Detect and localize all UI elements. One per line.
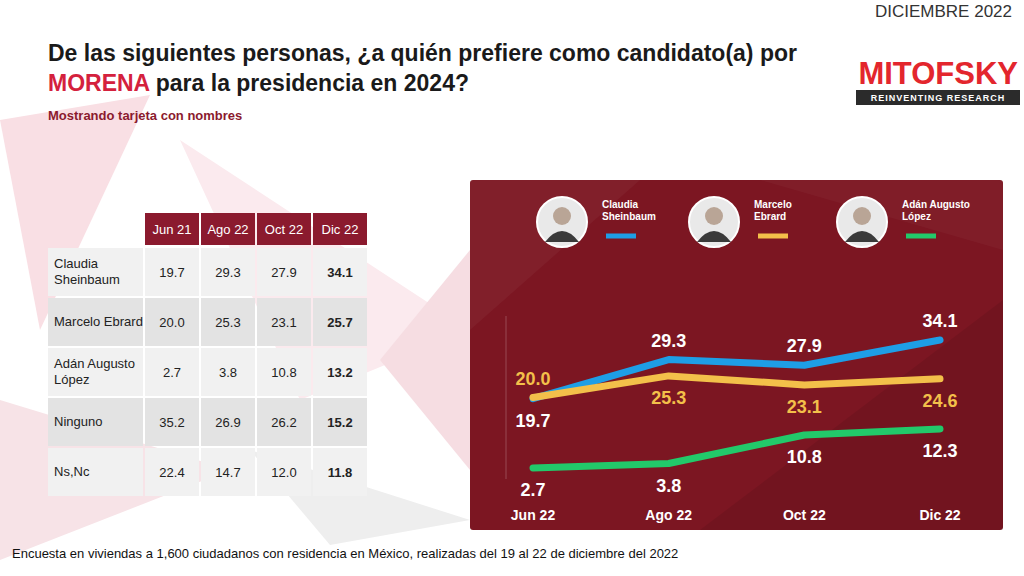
table-cell: 25.3: [201, 298, 255, 346]
table-cell: 14.7: [201, 448, 255, 496]
bg-shape: [380, 250, 470, 470]
legend-photo-head: [705, 207, 723, 225]
table-cell: 13.2: [313, 348, 367, 396]
table-cell: 11.8: [313, 448, 367, 496]
legend-photo: [837, 197, 887, 247]
legend-photo-head: [853, 207, 871, 225]
logo-tagline: REINVENTING RESEARCH: [871, 93, 1006, 103]
legend-label: ClaudiaSheinbaum: [602, 199, 656, 222]
legend-photo-body: [845, 231, 879, 242]
legend-item: ClaudiaSheinbaum: [537, 197, 656, 247]
table-cell: 27.9: [257, 248, 311, 296]
lines: [533, 340, 940, 468]
data-label: 19.7: [515, 411, 550, 431]
legend-photo-body: [545, 231, 579, 242]
legend-swatch: [606, 234, 636, 239]
legend-label: Adán AugustoLópez: [902, 199, 970, 222]
data-label: 3.8: [656, 476, 681, 496]
data-label: 23.1: [787, 397, 822, 417]
legend-label-line: Adán Augusto: [902, 199, 970, 210]
title-part: De las siguientes personas, ¿a quién pre…: [48, 40, 797, 66]
legend-swatch: [758, 234, 788, 239]
table-cell: 26.2: [257, 398, 311, 446]
table-cell: 19.7: [145, 248, 199, 296]
table-header: Jun 21: [145, 213, 199, 245]
x-tick-label: Ago 22: [645, 507, 692, 523]
table-row-label: Ns,Nc: [48, 448, 143, 496]
table-cell: 26.9: [201, 398, 255, 446]
legend-label-line: Ebrard: [754, 211, 786, 222]
bg-shape: [0, 95, 150, 330]
data-label: 27.9: [787, 336, 822, 356]
series-line: [533, 340, 940, 399]
bg-stripe: [470, 180, 640, 330]
x-tick-label: Jun 22: [511, 507, 556, 523]
x-tick-label: Oct 22: [783, 507, 826, 523]
table-cell: 29.3: [201, 248, 255, 296]
table-header: Oct 22: [257, 213, 311, 245]
legend-label-line: Claudia: [602, 199, 639, 210]
legend-swatch: [906, 234, 936, 239]
series-line: [533, 376, 940, 398]
table-cell: 22.4: [145, 448, 199, 496]
title: De las siguientes personas, ¿a quién pre…: [48, 38, 808, 98]
data-label: 29.3: [651, 331, 686, 351]
data-label: 34.1: [922, 311, 957, 331]
table-row-label: Claudia Sheinbaum: [48, 248, 143, 296]
data-label: 10.8: [787, 447, 822, 467]
table-row-label: Marcelo Ebrard: [48, 298, 143, 346]
title-part: para la presidencia en 2024?: [149, 70, 469, 96]
logo: MITOFSKY: [858, 56, 1018, 91]
legend-photo: [537, 197, 587, 247]
y-axis-line: [506, 316, 507, 479]
legend-label-line: Sheinbaum: [602, 211, 656, 222]
table-cell: 20.0: [145, 298, 199, 346]
title-part: MORENA: [48, 70, 149, 96]
legend-photo-body: [697, 231, 731, 242]
x-tick-label: Dic 22: [919, 507, 960, 523]
legend-photo-head: [553, 207, 571, 225]
bg-stripe: [760, 180, 1003, 250]
data-label: 20.0: [515, 369, 550, 389]
table-cell: 3.8: [201, 348, 255, 396]
table-cell: 2.7: [145, 348, 199, 396]
legend-label-line: Marcelo: [754, 199, 792, 210]
series-line: [533, 429, 940, 468]
data-label: 24.6: [922, 391, 957, 411]
table-cell: 25.7: [313, 298, 367, 346]
legend-label: MarceloEbrard: [754, 199, 792, 222]
table-cell: 15.2: [313, 398, 367, 446]
legend-item: Adán AugustoLópez: [837, 197, 970, 247]
data-label: 2.7: [520, 480, 545, 500]
footer: Encuesta en viviendas a 1,600 ciudadanos…: [12, 546, 678, 561]
chart-background: [470, 180, 1003, 530]
logo-bar: [856, 90, 1020, 105]
table-row-label: Ninguno: [48, 398, 143, 446]
table-cell: 34.1: [313, 248, 367, 296]
table-cell: 12.0: [257, 448, 311, 496]
table-cell: 23.1: [257, 298, 311, 346]
data-label: 12.3: [922, 441, 957, 461]
legend-photo: [689, 197, 739, 247]
table-cell: 10.8: [257, 348, 311, 396]
table-header: Ago 22: [201, 213, 255, 245]
table-cell: 35.2: [145, 398, 199, 446]
legend-item: MarceloEbrard: [689, 197, 792, 247]
labels: 19.7 29.3 27.9 34.1 20.0 25.3 23.1 24.6 2.7 3.8 10…: [511, 311, 961, 523]
slide: DICIEMBRE 2022 MITOFSKY REINVENTING RESEAR…: [0, 0, 1024, 576]
legend-label-line: López: [902, 211, 931, 222]
bg-stripe: [700, 300, 1003, 530]
table-header: Dic 22: [313, 213, 367, 245]
background-shapes: [0, 95, 470, 560]
data-label: 25.3: [651, 388, 686, 408]
chart-panel: 19.7 29.3 27.9 34.1 20.0 25.3 23.1 24.6 2.7 3.8 10…: [470, 180, 1003, 530]
table-row-label: Adán Augusto López: [48, 348, 143, 396]
subtitle: Mostrando tarjeta con nombres: [48, 108, 242, 123]
date: DICIEMBRE 2022: [875, 2, 1012, 21]
